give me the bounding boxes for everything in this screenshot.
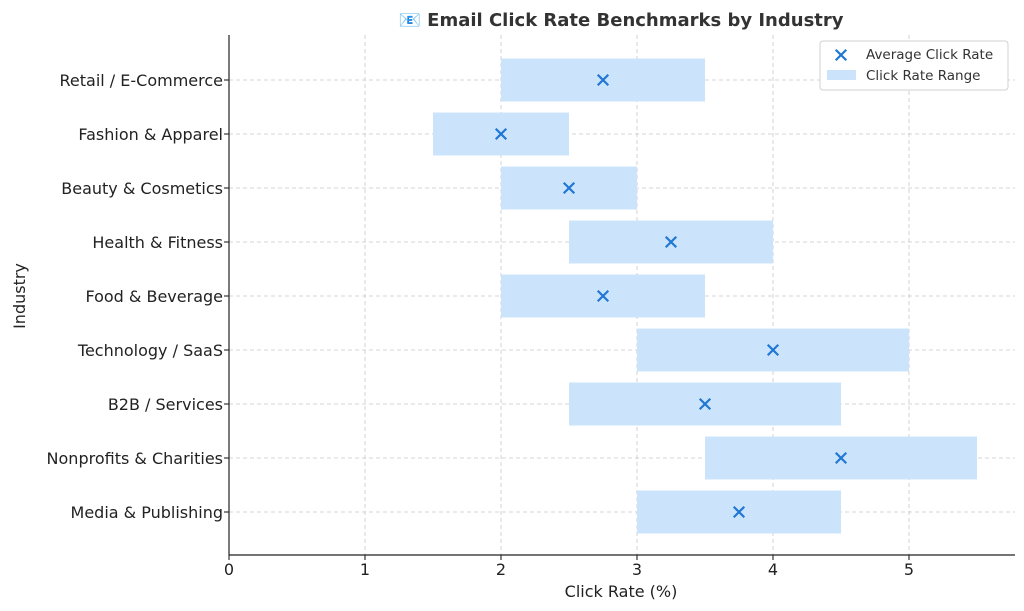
- average-marker: [494, 127, 508, 141]
- x-tick-label: 4: [768, 560, 778, 579]
- average-marker: [596, 289, 610, 303]
- y-axis-label: Industry: [10, 263, 29, 329]
- x-tick-label: 1: [360, 560, 370, 579]
- average-marker: [698, 397, 712, 411]
- y-tick-label: Food & Beverage: [85, 287, 223, 306]
- average-marker: [732, 505, 746, 519]
- legend: Average Click Rate Click Rate Range: [819, 40, 1009, 91]
- legend-label-range: Click Rate Range: [866, 68, 981, 84]
- x-tick-label: 0: [224, 560, 234, 579]
- x-axis-label: Click Rate (%): [565, 582, 678, 601]
- x-tick-label: 5: [904, 560, 914, 579]
- x-ticks: 0 1 2 3 4 5: [224, 555, 914, 579]
- y-tick-label: B2B / Services: [108, 395, 223, 414]
- average-marker: [596, 73, 610, 87]
- chart-title: 📧 Email Click Rate Benchmarks by Industr…: [398, 10, 843, 31]
- x-tick-label: 3: [632, 560, 642, 579]
- y-tick-label: Media & Publishing: [71, 503, 223, 522]
- average-marker: [834, 451, 848, 465]
- y-tick-label: Retail / E-Commerce: [60, 71, 224, 90]
- x-tick-label: 2: [496, 560, 506, 579]
- y-ticks: Retail / E-Commerce Fashion & Apparel Beau…: [47, 71, 229, 522]
- average-marker: [562, 181, 576, 195]
- average-markers: [494, 73, 848, 519]
- y-tick-label: Fashion & Apparel: [78, 125, 223, 144]
- y-tick-label: Technology / SaaS: [77, 341, 223, 360]
- legend-label-average: Average Click Rate: [866, 47, 993, 63]
- legend-marker-x: [834, 48, 848, 62]
- legend-marker-icon: [834, 48, 848, 62]
- y-tick-label: Health & Fitness: [92, 233, 223, 252]
- legend-box: [819, 40, 1009, 91]
- legend-range-swatch: [827, 70, 856, 80]
- average-marker: [664, 235, 678, 249]
- axes: [228, 35, 1015, 556]
- y-tick-label: Nonprofits & Charities: [47, 449, 223, 468]
- y-tick-label: Beauty & Cosmetics: [61, 179, 223, 198]
- average-marker: [766, 343, 780, 357]
